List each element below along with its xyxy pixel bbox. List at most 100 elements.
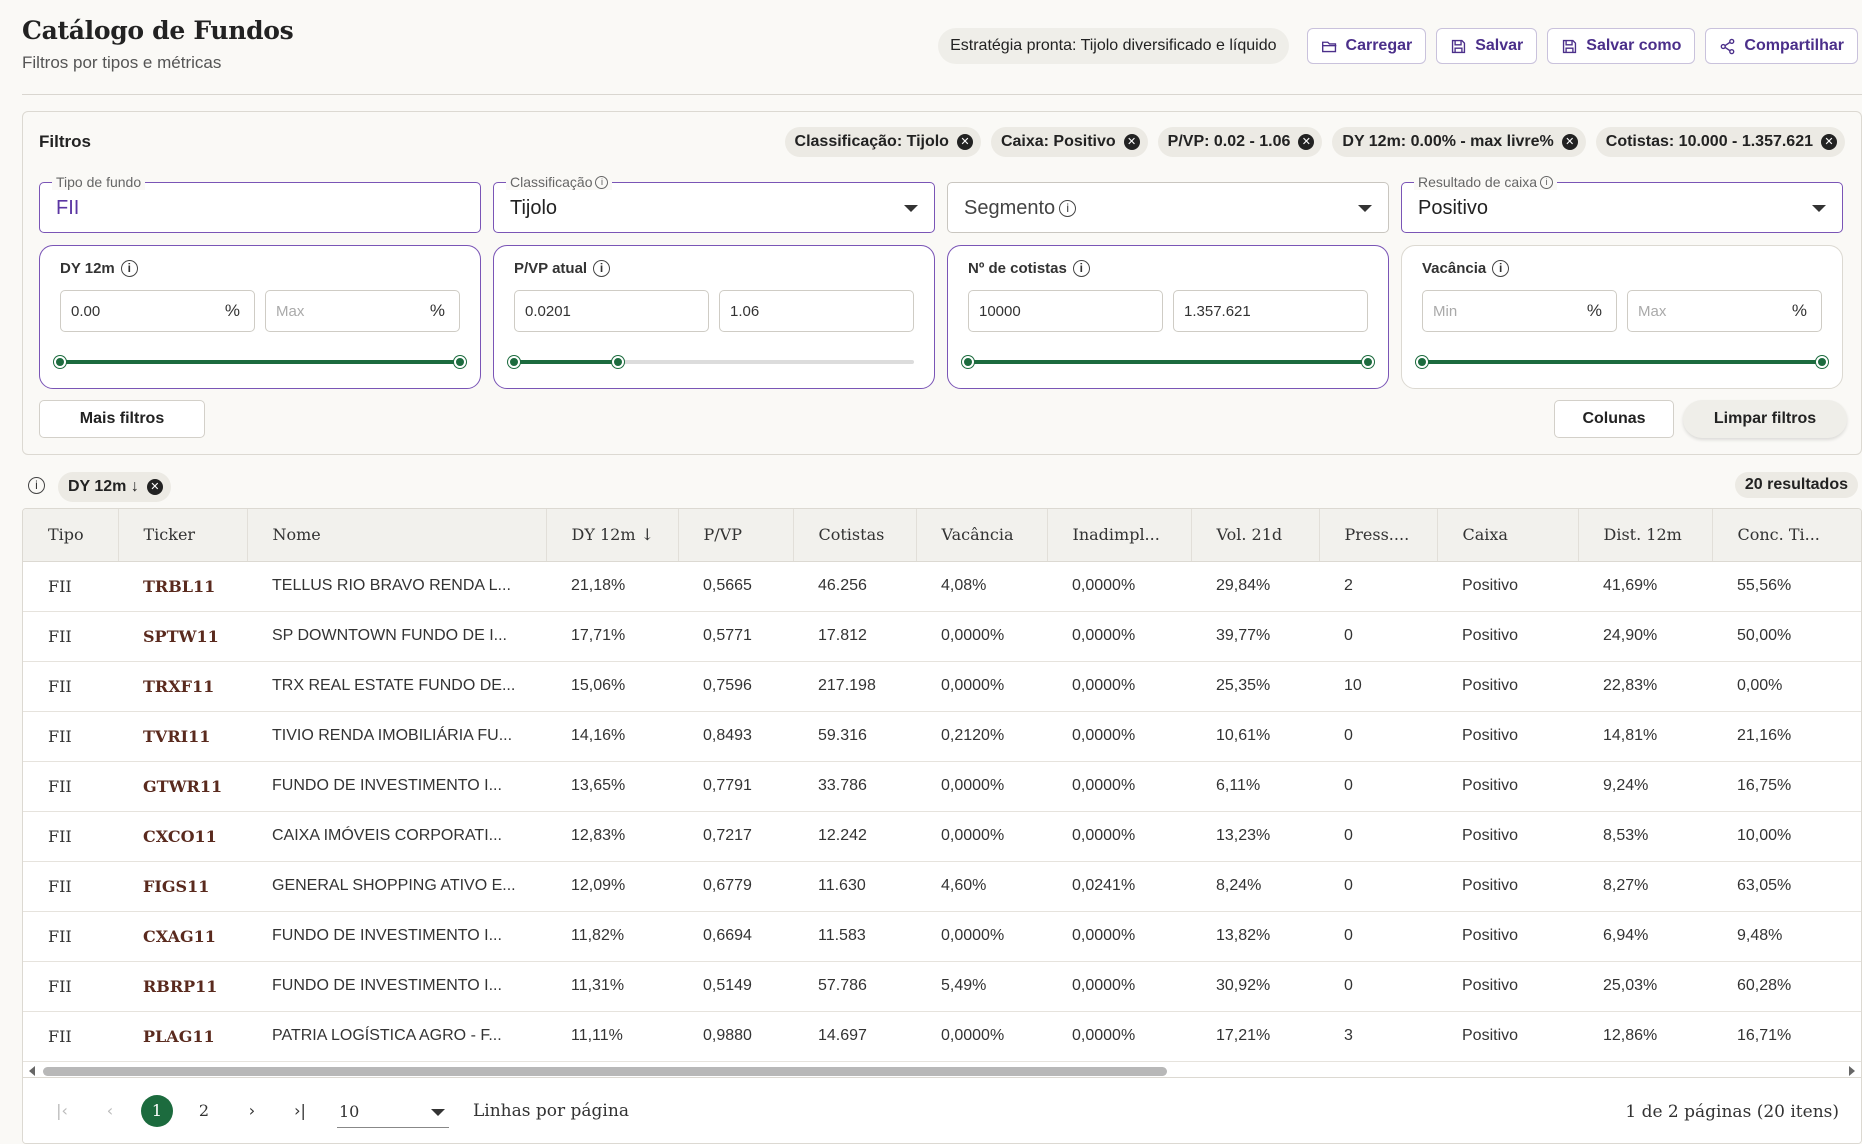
- info-icon[interactable]: i: [595, 175, 609, 189]
- last-page-icon[interactable]: ›|: [294, 1101, 306, 1120]
- pvp-range-slider[interactable]: [508, 356, 914, 368]
- close-icon[interactable]: ✕: [956, 134, 973, 150]
- cell-ticker[interactable]: PLAG11: [143, 1026, 215, 1046]
- pvp-min-input[interactable]: 0.0201: [514, 290, 709, 332]
- column-header[interactable]: P/VP: [678, 509, 794, 562]
- scroll-right-icon[interactable]: [1849, 1066, 1855, 1076]
- active-filter-chip[interactable]: DY 12m: 0.00% - max livre% ✕: [1332, 127, 1586, 157]
- column-header[interactable]: Inadimpl...: [1047, 509, 1192, 562]
- column-header[interactable]: Vol. 21d: [1191, 509, 1320, 562]
- cell-ticker[interactable]: RBRP11: [143, 976, 218, 996]
- info-icon[interactable]: i: [1059, 200, 1077, 217]
- clear-filters-button[interactable]: Limpar filtros: [1683, 400, 1847, 438]
- page-button-current[interactable]: 1: [141, 1095, 173, 1127]
- fund-type-field[interactable]: Tipo de fundo FII: [39, 174, 481, 233]
- cell-ticker[interactable]: TRXF11: [143, 676, 215, 696]
- next-page-icon[interactable]: ›: [248, 1101, 256, 1120]
- cell-ticker[interactable]: TVRI11: [143, 726, 211, 746]
- info-icon[interactable]: i: [120, 260, 138, 277]
- horizontal-scrollbar[interactable]: [23, 1063, 1861, 1077]
- table-row[interactable]: FII TRXF11 TRX REAL ESTATE FUNDO DE... 15,0…: [23, 661, 1861, 711]
- share-button[interactable]: Compartilhar: [1705, 28, 1858, 64]
- table-row[interactable]: FII PLAG11 PATRIA LOGÍSTICA AGRO - F... 11,…: [23, 1011, 1861, 1061]
- table-row[interactable]: FII CXAG11 FUNDO DE INVESTIMENTO I... 11,82…: [23, 911, 1861, 961]
- column-header[interactable]: Tipo: [23, 509, 119, 562]
- column-header[interactable]: Nome: [247, 509, 547, 562]
- save-button[interactable]: Salvar: [1436, 28, 1538, 64]
- column-header[interactable]: Cotistas: [793, 509, 917, 562]
- active-filter-chip[interactable]: Caixa: Positivo ✕: [990, 127, 1148, 157]
- info-icon[interactable]: i: [1540, 175, 1554, 189]
- column-header[interactable]: Vacância: [916, 509, 1048, 562]
- cell-ticker[interactable]: CXCO11: [143, 826, 217, 846]
- dy-range-slider[interactable]: [54, 356, 466, 368]
- cell-ticker[interactable]: SPTW11: [143, 626, 219, 646]
- cell-ticker[interactable]: GTWR11: [143, 776, 223, 796]
- holders-max-input[interactable]: 1.357.621: [1173, 290, 1368, 332]
- chevron-down-icon[interactable]: [1812, 205, 1826, 212]
- column-header[interactable]: Conc. Ti...: [1712, 509, 1861, 562]
- cell-ticker[interactable]: TRBL11: [143, 576, 216, 596]
- info-icon[interactable]: i: [593, 260, 611, 277]
- column-header[interactable]: Press....: [1319, 509, 1438, 562]
- table-row[interactable]: FII TRBL11 TELLUS RIO BRAVO RENDA L... 21,1…: [23, 561, 1861, 611]
- vacancy-min-input[interactable]: Min%: [1422, 290, 1617, 332]
- holders-min-input[interactable]: 10000: [968, 290, 1163, 332]
- prev-page-icon[interactable]: ‹: [106, 1101, 114, 1120]
- close-icon[interactable]: ✕: [1298, 134, 1315, 150]
- more-filters-button[interactable]: Mais filtros: [39, 400, 205, 438]
- table-row[interactable]: FII CXCO11 CAIXA IMÓVEIS CORPORATI... 12,83…: [23, 811, 1861, 861]
- vacancy-max-input[interactable]: Max%: [1627, 290, 1822, 332]
- table-row[interactable]: FII GTWR11 FUNDO DE INVESTIMENTO I... 13,65…: [23, 761, 1861, 811]
- slider-max-handle[interactable]: [1816, 356, 1828, 368]
- info-icon[interactable]: i: [1072, 260, 1090, 277]
- chevron-down-icon[interactable]: [431, 1109, 445, 1116]
- close-icon[interactable]: ✕: [1821, 134, 1837, 150]
- save-as-button[interactable]: Salvar como: [1547, 28, 1696, 64]
- slider-min-handle[interactable]: [962, 356, 974, 368]
- rows-per-page-select[interactable]: 10: [337, 1094, 449, 1128]
- slider-max-handle[interactable]: [612, 356, 624, 368]
- slider-max-handle[interactable]: [454, 356, 466, 368]
- scrollbar-thumb[interactable]: [43, 1067, 1167, 1076]
- column-header[interactable]: Dist. 12m: [1578, 509, 1713, 562]
- table-row[interactable]: FII FIGS11 GENERAL SHOPPING ATIVO E... 12,0…: [23, 861, 1861, 911]
- info-icon[interactable]: i: [28, 477, 45, 494]
- slider-min-handle[interactable]: [508, 356, 520, 368]
- table-row[interactable]: FII TVRI11 TIVIO RENDA IMOBILIÁRIA FU... 14…: [23, 711, 1861, 761]
- close-icon[interactable]: ✕: [1123, 134, 1140, 150]
- segment-select[interactable]: Segmento i: [947, 182, 1389, 233]
- close-icon[interactable]: ✕: [1561, 134, 1578, 150]
- pvp-max-input[interactable]: 1.06: [719, 290, 914, 332]
- cash-result-select[interactable]: Resultado de caixa i Positivo: [1401, 174, 1843, 233]
- cell-ticker[interactable]: FIGS11: [143, 876, 210, 896]
- slider-min-handle[interactable]: [1416, 356, 1428, 368]
- info-icon[interactable]: i: [1492, 260, 1510, 277]
- chevron-down-icon[interactable]: [904, 205, 918, 212]
- first-page-icon[interactable]: |‹: [56, 1101, 68, 1120]
- slider-max-handle[interactable]: [1362, 356, 1374, 368]
- page-button[interactable]: 2: [198, 1101, 210, 1120]
- dy-min-input[interactable]: 0.00%: [60, 290, 255, 332]
- active-filter-chip[interactable]: Classificação: Tijolo ✕: [784, 127, 981, 157]
- sort-chip[interactable]: DY 12m ↓ ✕: [58, 472, 171, 502]
- table-row[interactable]: FII SPTW11 SP DOWNTOWN FUNDO DE I... 17,71%…: [23, 611, 1861, 661]
- strategy-chip[interactable]: Estratégia pronta: Tijolo diversificado …: [938, 28, 1289, 64]
- active-filter-chip[interactable]: Cotistas: 10.000 - 1.357.621 ✕: [1595, 127, 1845, 157]
- dy-max-input[interactable]: Max%: [265, 290, 460, 332]
- scroll-left-icon[interactable]: [29, 1066, 35, 1076]
- cell-ticker[interactable]: CXAG11: [143, 926, 216, 946]
- table-row[interactable]: FII RBRP11 FUNDO DE INVESTIMENTO I... 11,31…: [23, 961, 1861, 1011]
- vacancy-range-slider[interactable]: [1416, 356, 1828, 368]
- holders-range-slider[interactable]: [962, 356, 1374, 368]
- load-button[interactable]: Carregar: [1306, 28, 1427, 64]
- columns-button[interactable]: Colunas: [1554, 400, 1674, 438]
- chevron-down-icon[interactable]: [1358, 205, 1372, 212]
- column-header[interactable]: Caixa: [1437, 509, 1579, 562]
- active-filter-chip[interactable]: P/VP: 0.02 - 1.06 ✕: [1157, 127, 1323, 157]
- slider-min-handle[interactable]: [54, 356, 66, 368]
- close-icon[interactable]: ✕: [146, 479, 163, 495]
- column-header[interactable]: Ticker: [118, 509, 248, 562]
- column-header[interactable]: DY 12m ↓: [546, 509, 679, 562]
- classification-select[interactable]: Classificação i Tijolo: [493, 174, 935, 233]
